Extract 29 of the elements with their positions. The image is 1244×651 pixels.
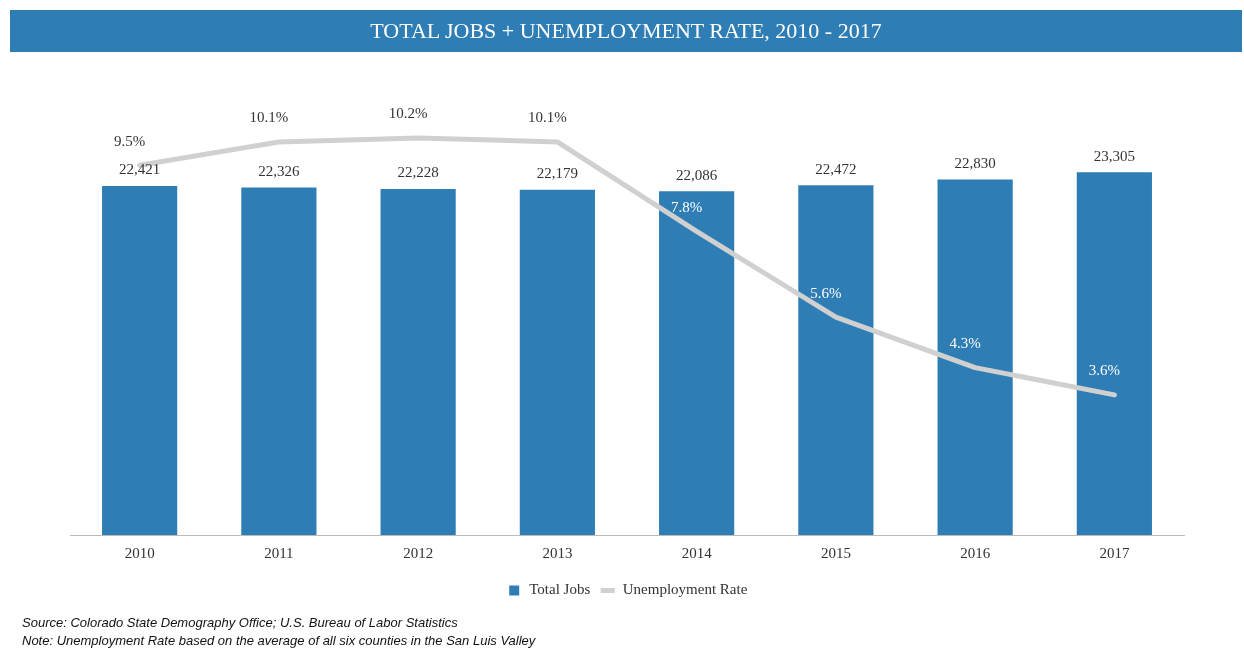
chart-title: TOTAL JOBS + UNEMPLOYMENT RATE, 2010 - 2017 [10,10,1242,52]
x-tick-label: 2012 [403,544,434,561]
legend-label: Total Jobs [529,581,591,598]
text: Note: Unemployment Rate based on the average of all six counties in the San Luis Valley [22,632,536,650]
data-label: 23,305 [1093,147,1135,164]
data-label: 7.8% [671,198,703,215]
data-label: 3.6% [1088,362,1120,379]
data-label: 22,830 [954,155,996,172]
x-tick-label: 2013 [542,544,573,561]
data-label: 9.5% [114,132,146,149]
x-tick-label: 2017 [1099,544,1130,561]
x-tick-label: 2016 [960,544,991,561]
data-label: 22,326 [258,162,300,179]
x-tick-label: 2010 [124,544,155,561]
data-label: 22,086 [676,166,718,183]
data-label: 22,421 [119,161,161,178]
x-tick-label: 2014 [681,544,713,561]
data-label: 22,179 [536,165,578,182]
data-label: 4.3% [949,335,981,352]
data-label: 10.1% [528,109,567,126]
data-label: 5.6% [810,284,842,301]
data-label: 22,472 [815,160,857,177]
legend-label: Unemployment Rate [622,581,748,598]
source-note: Source: Colorado State Demography Office; U.S. Bureau of Labor Statistics [22,614,459,632]
data-label: 10.2% [388,105,428,122]
x-tick-label: 2011 [264,544,294,561]
data-label: 10.1% [249,109,289,126]
data-label: 22,228 [397,164,439,181]
x-tick-label: 2015 [820,544,851,561]
